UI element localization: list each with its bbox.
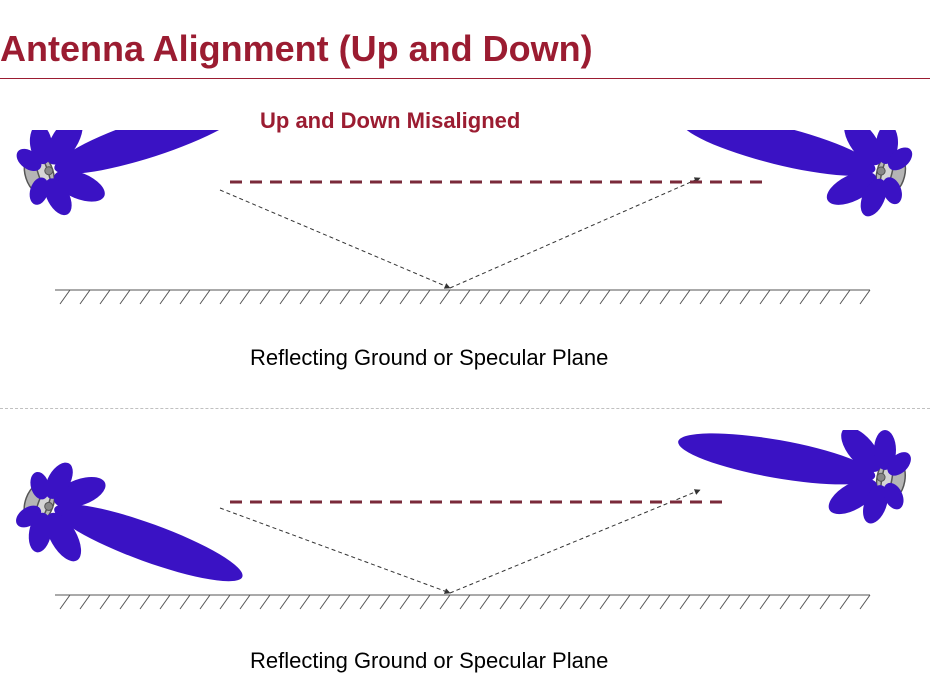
diagram-svg-top — [0, 130, 930, 340]
reflected-ray-top — [220, 178, 700, 288]
ground-label-bottom: Reflecting Ground or Specular Plane — [250, 648, 608, 674]
diagram-panel-bottom — [0, 430, 930, 640]
title-underline — [0, 78, 930, 79]
panel-divider — [0, 408, 930, 409]
ground-hatch-top — [60, 290, 870, 304]
antenna-left-bottom — [12, 458, 249, 595]
reflected-ray-bottom — [220, 490, 700, 593]
antenna-right-bottom — [675, 430, 916, 527]
diagram-panel-top — [0, 130, 930, 340]
antenna-right-top — [677, 130, 917, 220]
antenna-left-top — [12, 130, 250, 220]
ground-label-top: Reflecting Ground or Specular Plane — [250, 345, 608, 371]
ground-hatch-bottom — [60, 595, 870, 609]
page-title: Antenna Alignment (Up and Down) — [0, 28, 593, 76]
diagram-svg-bottom — [0, 430, 930, 640]
